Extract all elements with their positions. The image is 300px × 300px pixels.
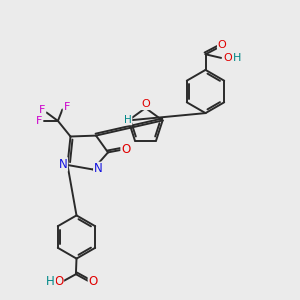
Text: O: O (218, 40, 226, 50)
Text: O: O (141, 99, 150, 110)
Text: N: N (94, 162, 103, 176)
Text: O: O (223, 52, 232, 63)
Text: H: H (233, 52, 242, 63)
Text: O: O (88, 275, 98, 288)
Text: F: F (63, 102, 70, 112)
Text: F: F (36, 116, 42, 126)
Text: H: H (46, 275, 55, 288)
Text: O: O (54, 275, 63, 288)
Text: F: F (39, 105, 46, 115)
Text: H: H (124, 115, 132, 124)
Text: O: O (121, 142, 130, 156)
Text: N: N (58, 158, 68, 171)
